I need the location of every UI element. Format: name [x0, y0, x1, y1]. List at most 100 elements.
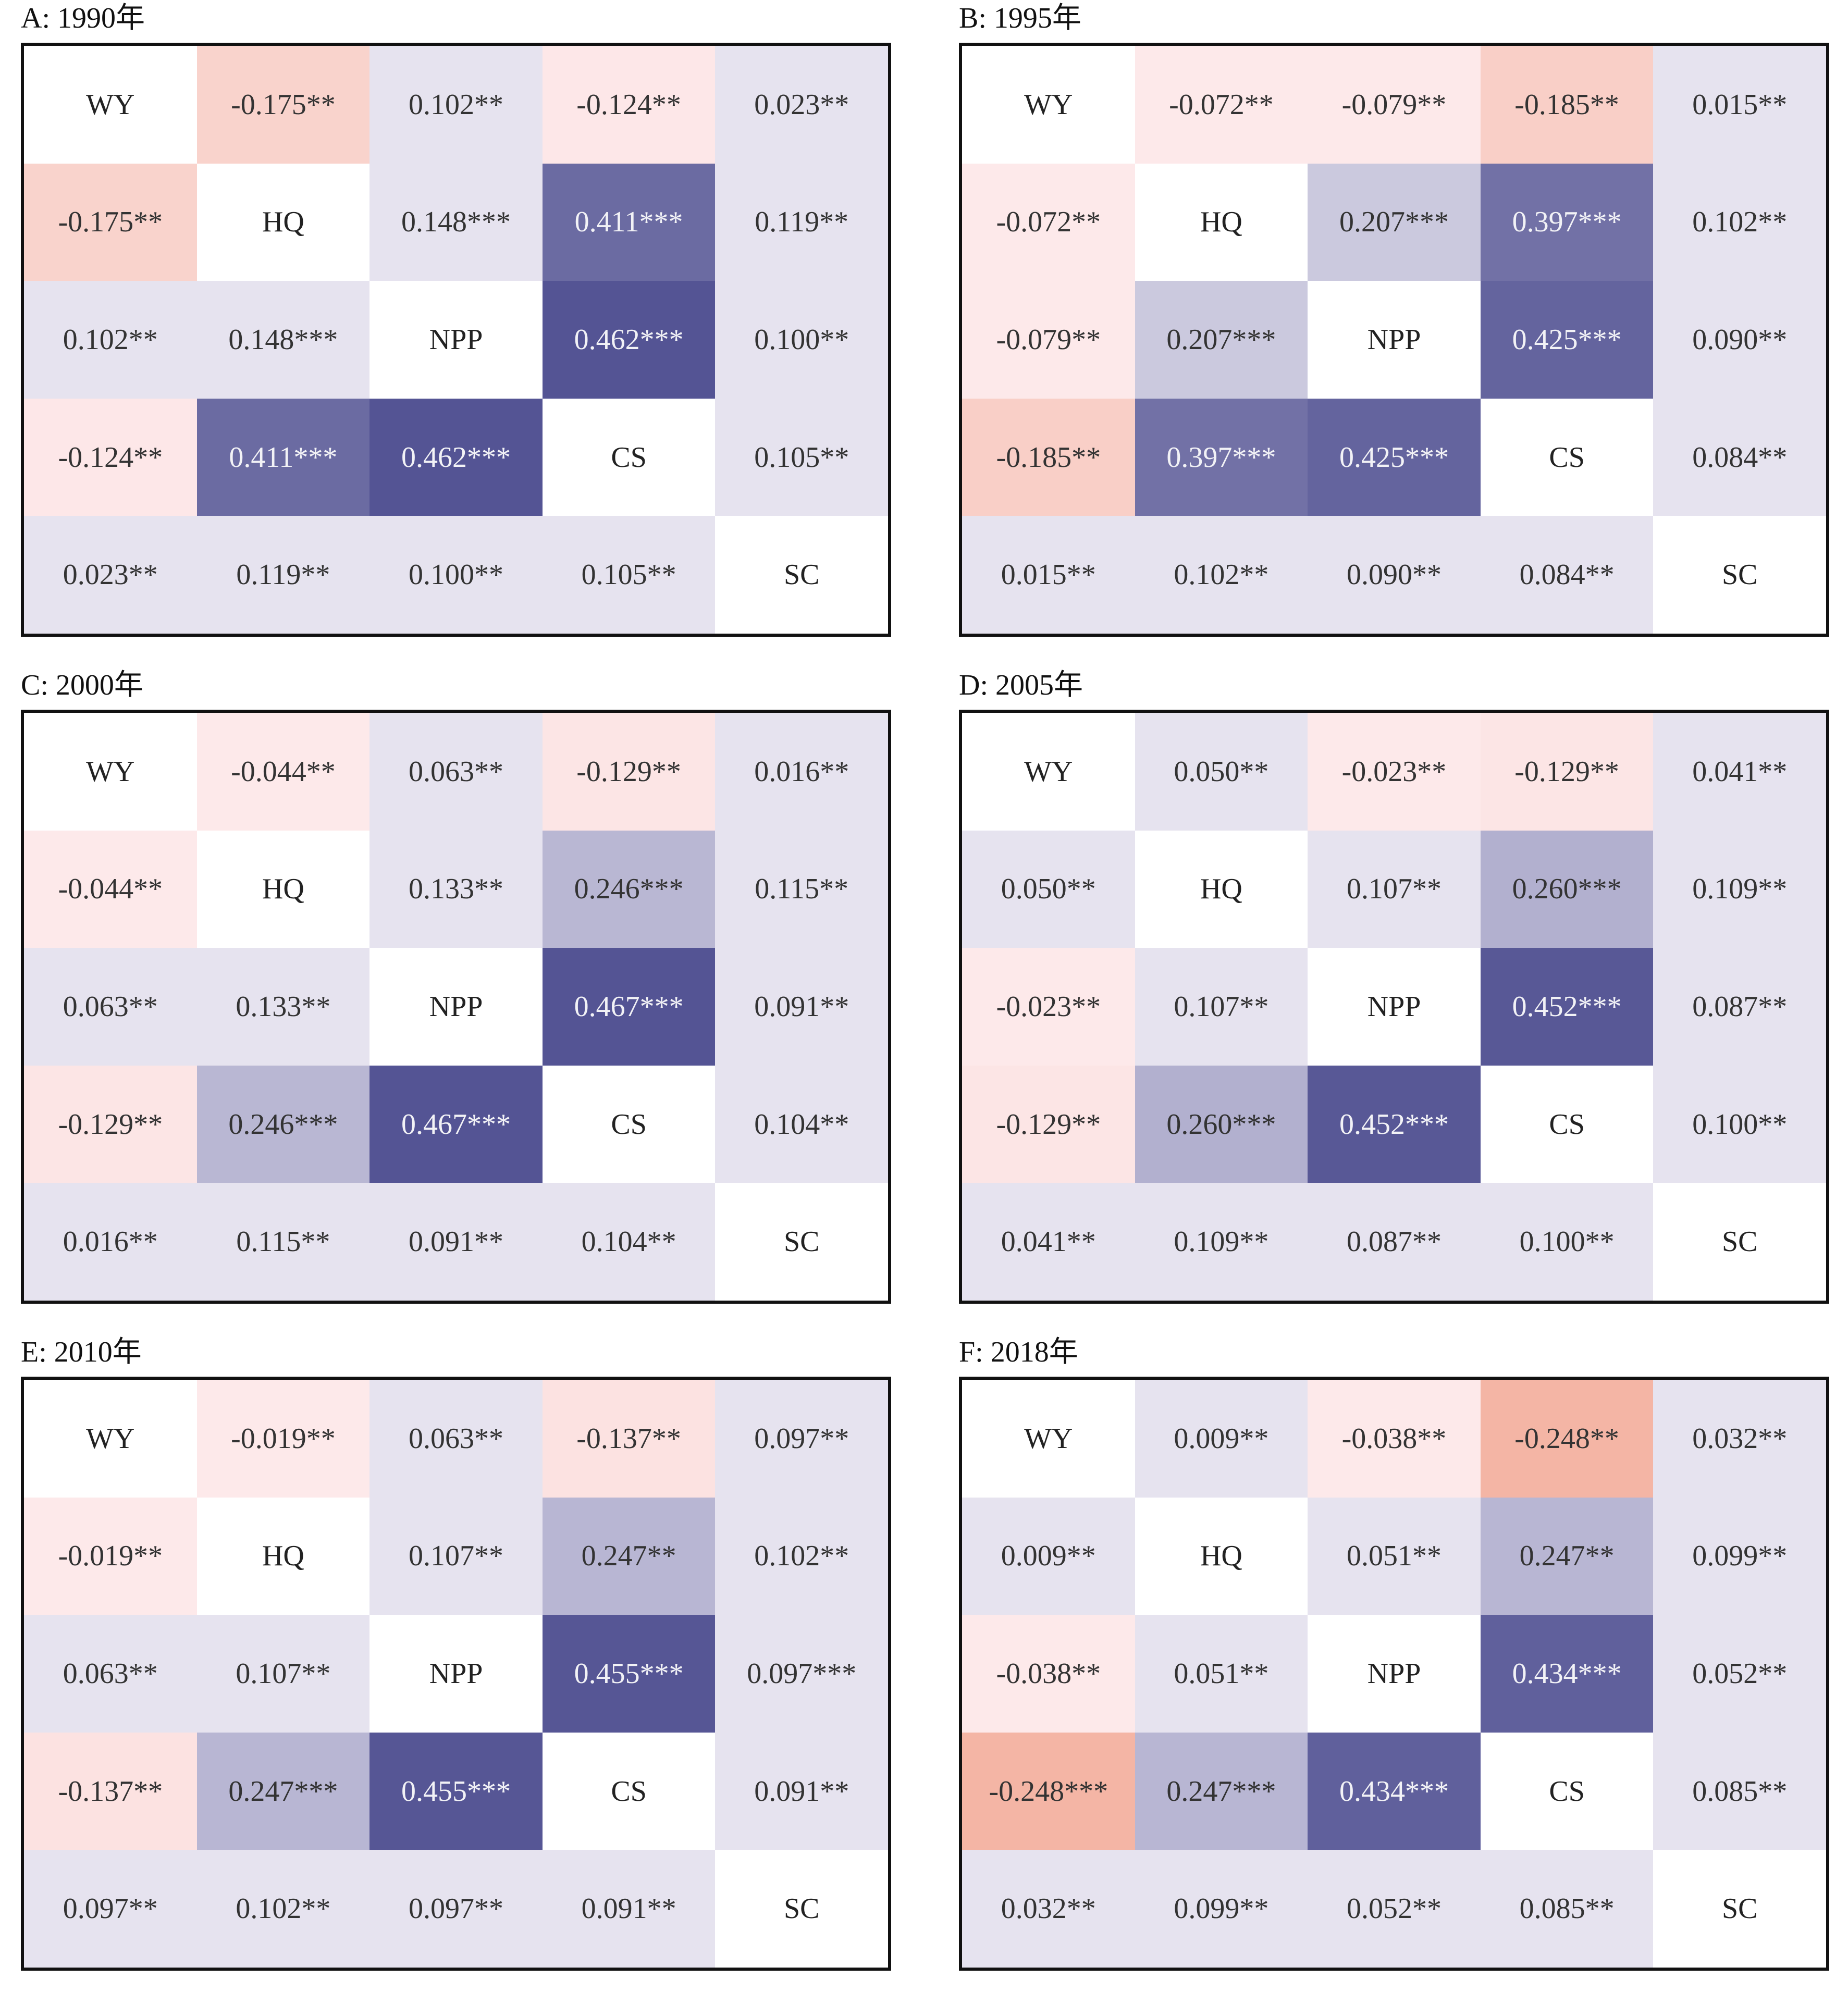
heatmap-panel: B: 1995年 WY -0.072** -0.079** -0.185** 0.015*…	[959, 0, 1829, 641]
correlation-cell: 0.032**	[962, 1850, 1135, 1968]
correlation-cell: 0.148***	[196, 281, 370, 399]
correlation-cell: 0.102**	[369, 46, 543, 164]
correlation-cell: 0.247**	[1480, 1497, 1654, 1615]
correlation-cell: 0.063**	[24, 1615, 197, 1733]
correlation-cell: -0.038**	[962, 1615, 1135, 1733]
heatmap-panel: A: 1990年 WY -0.175** 0.102** -0.124** 0.023**…	[21, 0, 891, 641]
diagonal-label: NPP	[1308, 281, 1481, 399]
correlation-cell: 0.091**	[542, 1850, 716, 1968]
diagonal-label: CS	[1480, 1065, 1654, 1183]
diagonal-label: SC	[715, 516, 888, 634]
correlation-cell: 0.107**	[196, 1615, 370, 1733]
correlation-cell: 0.063**	[24, 948, 197, 1066]
correlation-cell: 0.246***	[542, 830, 716, 948]
correlation-cell: -0.072**	[1135, 46, 1308, 164]
correlation-cell: -0.129**	[1480, 713, 1654, 831]
correlation-cell: 0.052**	[1653, 1615, 1826, 1733]
correlation-cell: 0.085**	[1480, 1850, 1654, 1968]
diagonal-label: NPP	[369, 281, 543, 399]
diagonal-label: HQ	[1135, 830, 1308, 948]
correlation-cell: 0.051**	[1308, 1497, 1481, 1615]
correlation-cell: 0.097**	[369, 1850, 543, 1968]
correlation-cell: 0.084**	[1480, 516, 1654, 634]
correlation-cell: -0.175**	[24, 163, 197, 281]
correlation-cell: 0.119**	[715, 163, 888, 281]
panel-title: F: 2018年	[959, 1336, 1078, 1368]
correlation-cell: 0.148***	[369, 163, 543, 281]
correlation-cell: -0.124**	[24, 398, 197, 516]
diagonal-label: HQ	[1135, 1497, 1308, 1615]
correlation-cell: 0.102**	[1653, 163, 1826, 281]
correlation-cell: 0.087**	[1308, 1183, 1481, 1301]
diagonal-label: SC	[1653, 1183, 1826, 1301]
correlation-cell: -0.129**	[542, 713, 716, 831]
correlation-cell: 0.467***	[369, 1065, 543, 1183]
correlation-cell: -0.019**	[196, 1380, 370, 1498]
correlation-cell: 0.467***	[542, 948, 716, 1066]
correlation-matrix: WY 0.050** -0.023** -0.129** 0.041** 0.050** H…	[959, 710, 1829, 1304]
correlation-cell: 0.133**	[369, 830, 543, 948]
correlation-cell: 0.462***	[542, 281, 716, 399]
correlation-cell: 0.260***	[1135, 1065, 1308, 1183]
correlation-cell: 0.119**	[196, 516, 370, 634]
correlation-cell: 0.207***	[1308, 163, 1481, 281]
correlation-cell: 0.100**	[369, 516, 543, 634]
correlation-cell: 0.425***	[1308, 398, 1481, 516]
correlation-cell: 0.097***	[715, 1615, 888, 1733]
correlation-cell: 0.041**	[962, 1183, 1135, 1301]
correlation-cell: 0.411***	[196, 398, 370, 516]
correlation-cell: 0.015**	[962, 516, 1135, 634]
correlation-cell: 0.107**	[369, 1497, 543, 1615]
correlation-cell: 0.097**	[24, 1850, 197, 1968]
correlation-cell: 0.009**	[1135, 1380, 1308, 1498]
correlation-cell: 0.115**	[196, 1183, 370, 1301]
correlation-cell: 0.090**	[1653, 281, 1826, 399]
correlation-cell: 0.105**	[715, 398, 888, 516]
correlation-cell: 0.133**	[196, 948, 370, 1066]
panel-title: D: 2005年	[959, 669, 1083, 701]
correlation-cell: 0.016**	[715, 713, 888, 831]
correlation-cell: 0.063**	[369, 1380, 543, 1498]
correlation-cell: 0.032**	[1653, 1380, 1826, 1498]
correlation-cell: 0.052**	[1308, 1850, 1481, 1968]
correlation-cell: 0.102**	[715, 1497, 888, 1615]
diagonal-label: NPP	[1308, 948, 1481, 1066]
correlation-cell: -0.137**	[24, 1732, 197, 1850]
correlation-cell: -0.079**	[962, 281, 1135, 399]
correlation-matrix: WY 0.009** -0.038** -0.248** 0.032** 0.009** H…	[959, 1377, 1829, 1971]
diagonal-label: NPP	[369, 948, 543, 1066]
correlation-cell: 0.050**	[1135, 713, 1308, 831]
diagonal-label: WY	[962, 46, 1135, 164]
heatmap-panel: E: 2010年 WY -0.019** 0.063** -0.137** 0.097**…	[21, 1334, 891, 1975]
correlation-cell: -0.072**	[962, 163, 1135, 281]
diagonal-label: WY	[962, 713, 1135, 831]
panel-title: E: 2010年	[21, 1336, 142, 1368]
correlation-cell: 0.102**	[1135, 516, 1308, 634]
correlation-cell: 0.115**	[715, 830, 888, 948]
diagonal-label: HQ	[196, 1497, 370, 1615]
diagonal-label: NPP	[369, 1615, 543, 1733]
diagonal-label: CS	[542, 1065, 716, 1183]
correlation-cell: 0.102**	[196, 1850, 370, 1968]
correlation-cell: -0.023**	[1308, 713, 1481, 831]
correlation-cell: 0.109**	[1135, 1183, 1308, 1301]
correlation-cell: 0.434***	[1308, 1732, 1481, 1850]
correlation-cell: 0.452***	[1308, 1065, 1481, 1183]
diagonal-label: SC	[715, 1850, 888, 1968]
correlation-cell: 0.462***	[369, 398, 543, 516]
diagonal-label: SC	[715, 1183, 888, 1301]
correlation-cell: 0.100**	[715, 281, 888, 399]
correlation-cell: 0.099**	[1135, 1850, 1308, 1968]
correlation-cell: -0.129**	[24, 1065, 197, 1183]
correlation-cell: 0.247**	[542, 1497, 716, 1615]
diagonal-label: NPP	[1308, 1615, 1481, 1733]
correlation-cell: -0.185**	[1480, 46, 1654, 164]
heatmap-panel: D: 2005年 WY 0.050** -0.023** -0.129** 0.041**…	[959, 667, 1829, 1308]
correlation-cell: 0.455***	[542, 1615, 716, 1733]
correlation-matrix: WY -0.019** 0.063** -0.137** 0.097** -0.019**…	[21, 1377, 891, 1971]
diagonal-label: CS	[542, 1732, 716, 1850]
panel-title: A: 1990年	[21, 2, 145, 34]
correlation-cell: 0.100**	[1653, 1065, 1826, 1183]
correlation-cell: 0.091**	[715, 948, 888, 1066]
correlation-cell: 0.100**	[1480, 1183, 1654, 1301]
